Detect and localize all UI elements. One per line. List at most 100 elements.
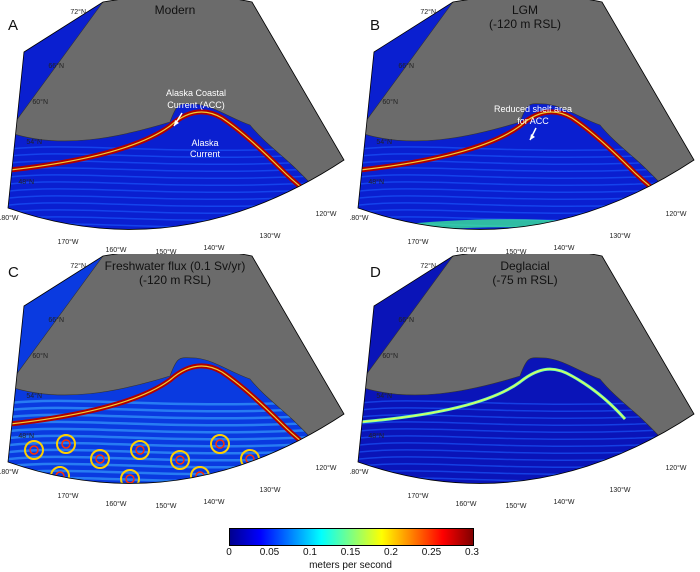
current-core (9, 365, 337, 469)
flow-texture (8, 152, 344, 159)
lat-label: 48°N (368, 178, 384, 186)
flow-texture (350, 491, 700, 495)
lat-label: 60°N (32, 98, 48, 106)
lat-label: 54°N (376, 392, 392, 400)
flow-texture (358, 420, 694, 427)
lon-label: 150°W (505, 502, 526, 510)
lat-label: 54°N (26, 138, 42, 146)
lat-label: 54°N (26, 392, 42, 400)
lon-label: 130°W (609, 232, 630, 240)
lon-label: 160°W (455, 246, 476, 254)
panel-title: Deglacial (-75 m RSL) (445, 259, 605, 287)
lon-label: 160°W (455, 500, 476, 508)
flow-texture (8, 482, 344, 484)
colorbar-tick-label: 0.3 (465, 547, 479, 558)
lon-label: 170°W (57, 238, 78, 246)
panel-subtitle-line: (-120 m RSL) (488, 17, 562, 31)
lon-label: 120°W (315, 210, 336, 218)
lat-label: 66°N (48, 62, 64, 70)
lon-label: 160°W (105, 246, 126, 254)
lat-label: 60°N (382, 352, 398, 360)
annotation-arrowhead (530, 134, 535, 140)
flow-texture (358, 406, 694, 413)
map-frame (7, 0, 345, 230)
lon-label: 140°W (553, 244, 574, 252)
map-body (350, 254, 700, 495)
flow-texture (8, 229, 344, 230)
map-c: 72°N 66°N 60°N 54°N 48°N 180°W 170°W 160°W 150°W… (0, 254, 345, 510)
land (8, 0, 344, 211)
map-frame (357, 254, 695, 484)
colorbar-tick-label: 0.1 (303, 547, 317, 558)
flow-texture (350, 237, 700, 241)
map-d: 72°N 66°N 60°N 54°N 48°N 180°W 170°W 160°W 150°W… (350, 254, 700, 510)
lon-label: 130°W (609, 486, 630, 494)
lat-label: 60°N (32, 352, 48, 360)
lon-label: 170°W (407, 492, 428, 500)
lon-label: 180°W (0, 468, 19, 476)
map-b: 72°N 66°N 60°N 54°N 48°N 180°W 170°W 160°W 150°W… (350, 0, 700, 256)
flow-texture (358, 173, 694, 180)
lon-label: 150°W (155, 502, 176, 510)
eddy-mark (61, 439, 71, 449)
flow-texture (8, 187, 344, 194)
colorbar-tick-label: 0.25 (421, 547, 442, 558)
map-annotation: Reduced shelf area (494, 104, 572, 114)
lat-label: 48°N (18, 432, 34, 440)
panel-title: Modern (95, 3, 255, 17)
land (358, 254, 694, 465)
eddy-mark (95, 454, 105, 464)
panel-title-line: Modern (154, 3, 196, 17)
panel-a: 72°N 66°N 60°N 54°N 48°N 180°W 170°W 160°W 150°W… (0, 0, 350, 272)
current-core (9, 111, 337, 215)
lat-label: 66°N (398, 316, 414, 324)
lat-label: 54°N (376, 138, 392, 146)
lon-label: 150°W (155, 248, 176, 256)
lon-label: 180°W (0, 214, 19, 222)
flow-texture (8, 173, 344, 180)
flow-texture (358, 441, 694, 448)
flow-texture (389, 219, 651, 230)
panel-subtitle-line: (-75 m RSL) (492, 273, 558, 287)
eddy-mark (135, 445, 145, 455)
flow-texture (358, 427, 694, 434)
map-a: 72°N 66°N 60°N 54°N 48°N 180°W 170°W 160°W 150°W… (0, 0, 345, 256)
eddy-mark (90, 449, 110, 469)
colorbar (229, 528, 474, 546)
lon-label: 120°W (665, 464, 686, 472)
map-annotation: Current (ACC) (167, 100, 225, 110)
lon-label: 120°W (665, 210, 686, 218)
land (8, 254, 344, 465)
lat-label: 66°N (398, 62, 414, 70)
lon-label: 170°W (57, 492, 78, 500)
flow-texture (358, 413, 694, 420)
map-annotation: Alaska (191, 138, 218, 148)
current-core (359, 368, 626, 423)
map-body (350, 0, 700, 241)
colorbar-label: meters per second (309, 560, 392, 571)
lon-label: 120°W (315, 464, 336, 472)
colorbar-tick-label: 0.15 (340, 547, 361, 558)
panel-letter: B (370, 17, 381, 34)
lon-label: 160°W (105, 500, 126, 508)
eddy-mark (130, 440, 150, 460)
map-body (8, 0, 344, 230)
flow-texture (8, 433, 344, 441)
eddy-mark (24, 440, 44, 460)
lon-label: 180°W (350, 214, 369, 222)
lon-label: 140°W (203, 498, 224, 506)
colorbar-tick-label: 0.2 (384, 547, 398, 558)
lon-label: 140°W (553, 498, 574, 506)
panel-letter: C (8, 264, 19, 281)
current-core (359, 111, 687, 215)
lat-label: 60°N (382, 98, 398, 106)
colorbar-tick-label: 0 (226, 547, 232, 558)
panel-title-line: Freshwater flux (0.1 Sv/yr) (104, 259, 246, 273)
map-frame (357, 0, 695, 230)
flow-texture (358, 152, 694, 159)
lon-label: 130°W (259, 232, 280, 240)
lon-label: 140°W (203, 244, 224, 252)
eddy-mark (215, 439, 225, 449)
lon-label: 170°W (407, 238, 428, 246)
panel-letter: A (8, 17, 19, 34)
